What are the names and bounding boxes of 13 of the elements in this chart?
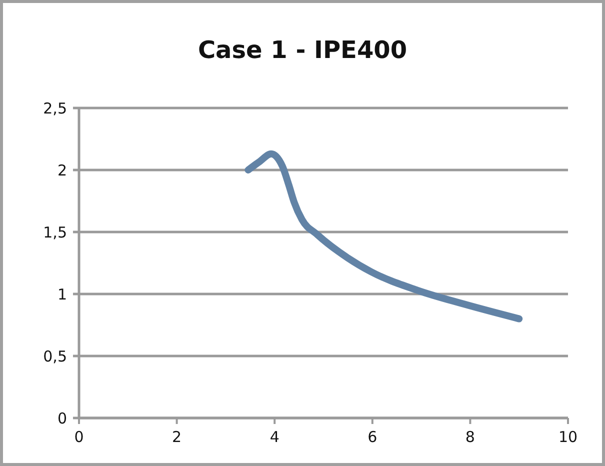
x-tick-label: 0 — [74, 428, 84, 446]
y-tick-label: 0,5 — [43, 347, 67, 366]
y-tick-label: 0 — [57, 409, 67, 428]
chart-title: Case 1 - IPE400 — [198, 36, 408, 64]
x-tick-label: 10 — [558, 428, 578, 446]
x-tick-label: 8 — [465, 428, 475, 446]
x-tick-label: 2 — [172, 428, 182, 446]
y-tick-label: 2 — [57, 161, 67, 180]
y-tick-label: 2,5 — [43, 99, 67, 118]
x-tick-label: 6 — [368, 428, 378, 446]
x-tick-label: 4 — [270, 428, 280, 446]
y-tick-label: 1,5 — [43, 223, 67, 242]
y-tick-label: 1 — [57, 285, 67, 304]
